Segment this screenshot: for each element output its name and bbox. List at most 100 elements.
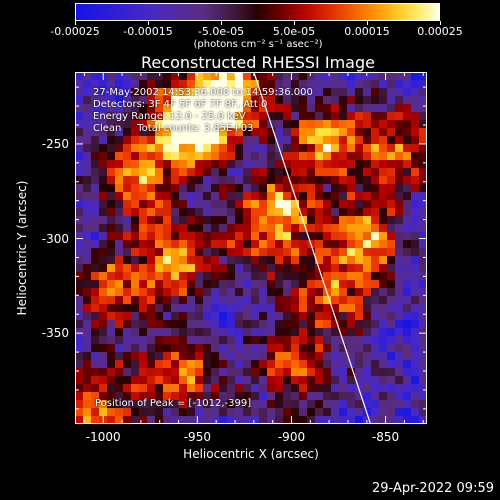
- heatmap-cell: [211, 288, 220, 297]
- heatmap-cell: [275, 152, 284, 161]
- heatmap-cell: [147, 216, 156, 225]
- heatmap-cell: [275, 224, 284, 233]
- heatmap-cell: [219, 288, 228, 297]
- heatmap-cell: [155, 360, 164, 369]
- heatmap-cell: [339, 112, 348, 121]
- heatmap-cell: [99, 248, 108, 257]
- heatmap-cell: [163, 320, 172, 329]
- heatmap-cell: [131, 320, 140, 329]
- heatmap-cell: [227, 304, 236, 313]
- heatmap-cell: [115, 104, 124, 113]
- heatmap-cell: [83, 368, 92, 377]
- heatmap-cell: [219, 352, 228, 361]
- heatmap-cell: [147, 104, 156, 113]
- heatmap-cell: [171, 176, 180, 185]
- heatmap-cell: [187, 256, 196, 265]
- heatmap-cell: [299, 264, 308, 273]
- heatmap-cell: [411, 296, 420, 305]
- heatmap-cell: [371, 120, 380, 129]
- heatmap-cell: [339, 280, 348, 289]
- heatmap-cell: [275, 160, 284, 169]
- heatmap-cell: [123, 296, 132, 305]
- heatmap-cell: [387, 328, 396, 337]
- heatmap-cell: [323, 224, 332, 233]
- heatmap-cell: [267, 112, 276, 121]
- heatmap-cell: [395, 384, 404, 393]
- heatmap-cell: [419, 288, 427, 297]
- heatmap-cell: [331, 296, 340, 305]
- heatmap-cell: [371, 136, 380, 145]
- heatmap-cell: [371, 384, 380, 393]
- heatmap-cell: [347, 392, 356, 401]
- heatmap-cell: [99, 136, 108, 145]
- heatmap-cell: [259, 336, 268, 345]
- heatmap-cell: [259, 344, 268, 353]
- heatmap-cell: [227, 264, 236, 273]
- heatmap-cell: [251, 344, 260, 353]
- heatmap-cell: [339, 400, 348, 409]
- heatmap-cell: [371, 104, 380, 113]
- heatmap-cell: [179, 120, 188, 129]
- heatmap-cell: [403, 232, 412, 241]
- heatmap-cell: [131, 352, 140, 361]
- heatmap-cell: [123, 160, 132, 169]
- heatmap-cell: [323, 88, 332, 97]
- heatmap-cell: [235, 360, 244, 369]
- heatmap-cell: [379, 120, 388, 129]
- heatmap-cell: [179, 256, 188, 265]
- heatmap-cell: [251, 352, 260, 361]
- heatmap-cell: [283, 304, 292, 313]
- heatmap-cell: [323, 168, 332, 177]
- heatmap-cell: [411, 152, 420, 161]
- heatmap-cell: [123, 128, 132, 137]
- heatmap-cell: [187, 304, 196, 313]
- heatmap-cell: [251, 296, 260, 305]
- heatmap-cell: [347, 104, 356, 113]
- heatmap-cell: [91, 328, 100, 337]
- heatmap-cell: [403, 88, 412, 97]
- heatmap-cell: [187, 280, 196, 289]
- heatmap-cell: [379, 336, 388, 345]
- heatmap-cell: [323, 376, 332, 385]
- heatmap-cell: [363, 312, 372, 321]
- heatmap-cell: [331, 256, 340, 265]
- heatmap-cell: [227, 232, 236, 241]
- heatmap-cell: [219, 312, 228, 321]
- heatmap-cell: [75, 296, 84, 305]
- heatmap-cell: [259, 312, 268, 321]
- heatmap-cell: [235, 288, 244, 297]
- heatmap-cell: [131, 232, 140, 241]
- heatmap-cell: [243, 184, 252, 193]
- heatmap-cell: [99, 376, 108, 385]
- heatmap-cell: [299, 272, 308, 281]
- heatmap-cell: [315, 320, 324, 329]
- heatmap-cell: [267, 224, 276, 233]
- heatmap-cell: [219, 136, 228, 145]
- heatmap-cell: [131, 304, 140, 313]
- heatmap-cell: [195, 304, 204, 313]
- heatmap-cell: [115, 160, 124, 169]
- heatmap-cell: [195, 120, 204, 129]
- heatmap-cell: [227, 240, 236, 249]
- heatmap-cell: [147, 320, 156, 329]
- heatmap-cell: [355, 248, 364, 257]
- heatmap-cell: [171, 224, 180, 233]
- heatmap-cell: [387, 88, 396, 97]
- heatmap-cell: [91, 384, 100, 393]
- heatmap-cell: [243, 160, 252, 169]
- heatmap-cell: [323, 336, 332, 345]
- heatmap-cell: [227, 336, 236, 345]
- heatmap-cell: [187, 88, 196, 97]
- heatmap-cell: [171, 392, 180, 401]
- heatmap-cell: [299, 240, 308, 249]
- heatmap-cell: [115, 368, 124, 377]
- heatmap-cell: [179, 320, 188, 329]
- heatmap-cell: [419, 352, 427, 361]
- heatmap-cell: [403, 192, 412, 201]
- heatmap-cell: [347, 336, 356, 345]
- heatmap-cell: [131, 392, 140, 401]
- heatmap-cell: [131, 264, 140, 273]
- heatmap-cell: [275, 352, 284, 361]
- heatmap-cell: [235, 232, 244, 241]
- heatmap-cell: [387, 360, 396, 369]
